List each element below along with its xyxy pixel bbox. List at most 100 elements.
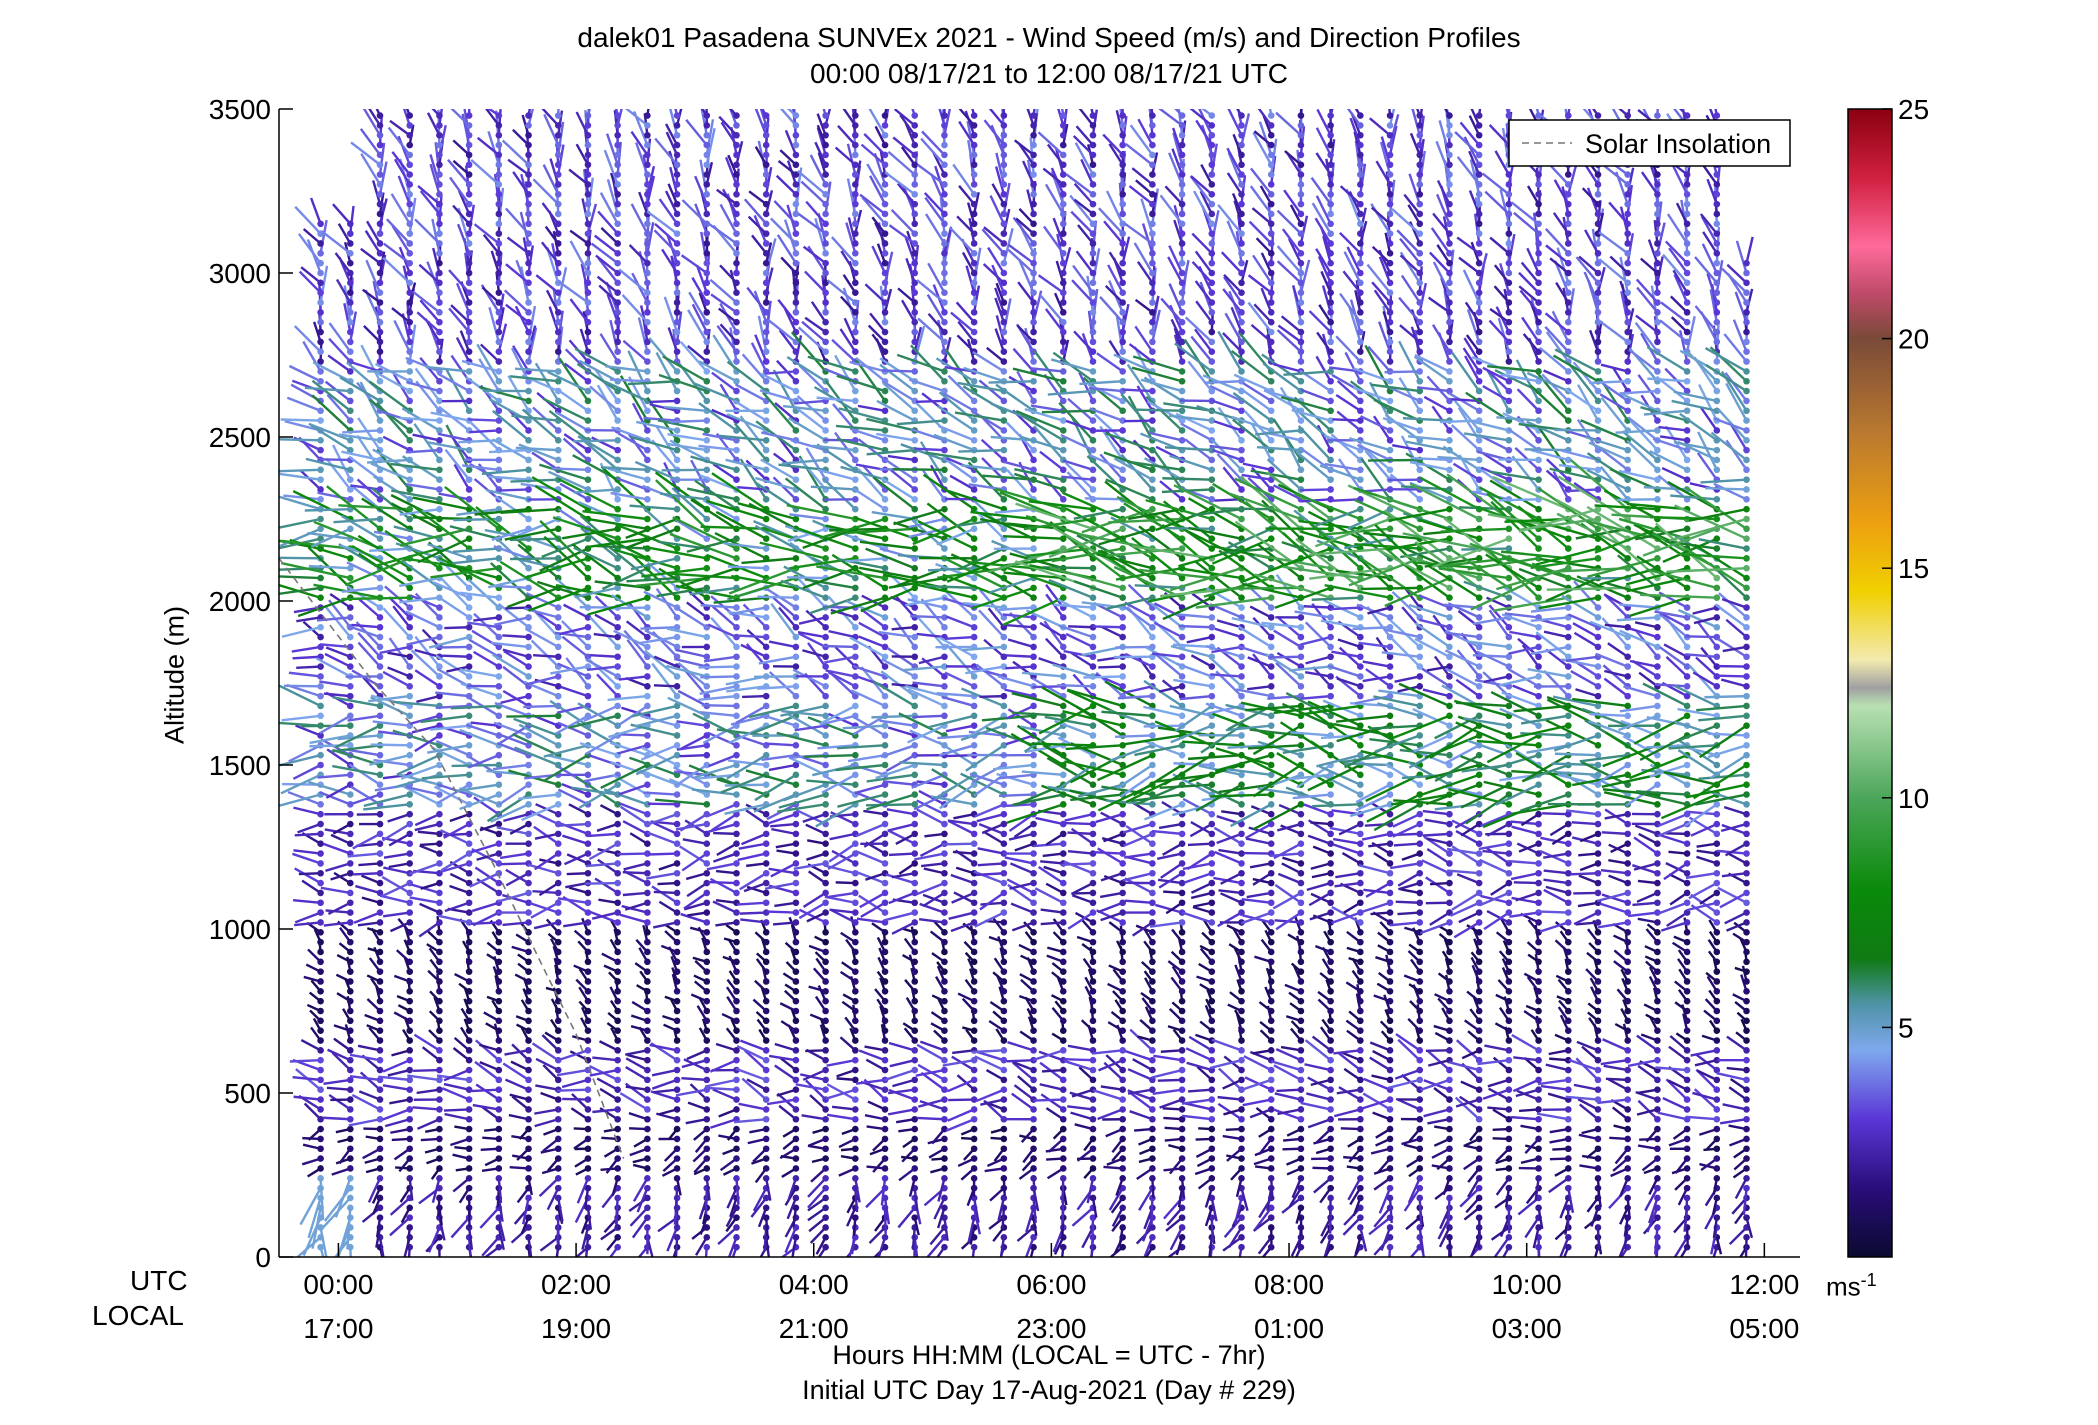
wind-barb-dot — [673, 1027, 681, 1034]
wind-barb-dot — [614, 948, 621, 956]
wind-barb-shaft — [328, 1093, 351, 1111]
wind-barb-dot — [554, 240, 562, 247]
wind-barb-dot — [852, 958, 859, 966]
wind-barb-dot — [703, 1007, 711, 1015]
wind-barb-dot — [584, 633, 592, 641]
wind-barb-dot — [525, 181, 532, 188]
wind-barb-dot — [852, 318, 859, 326]
wind-barb-dot — [762, 328, 770, 336]
wind-barb-dot — [465, 1125, 473, 1133]
wind-barb-shaft — [724, 783, 767, 787]
wind-barb-dot — [703, 141, 711, 149]
wind-barb-dot — [346, 407, 354, 415]
wind-barb-dot — [406, 122, 414, 129]
wind-barb-dot — [317, 318, 324, 326]
wind-barb-dot — [822, 1086, 829, 1094]
wind-barb-dot — [376, 771, 384, 779]
wind-barb-shaft — [341, 514, 381, 540]
wind-barb-dot — [733, 1174, 740, 1182]
wind-barb-dot — [644, 259, 651, 267]
wind-barb-shaft — [432, 247, 441, 274]
wind-barb-dot — [525, 309, 532, 316]
wind-barb-dot — [644, 978, 651, 985]
wind-barb-dot — [644, 1007, 651, 1015]
wind-barb-dot — [733, 820, 740, 828]
wind-barb-dot — [941, 545, 948, 552]
wind-barb-dot — [703, 1234, 711, 1241]
wind-barb-dot — [406, 397, 414, 405]
wind-barb-dot — [436, 614, 443, 621]
wind-barb-dot — [317, 830, 324, 838]
wind-barb-dot — [911, 810, 919, 818]
wind-barb-dot — [406, 200, 414, 208]
wind-barb-shaft — [443, 1068, 470, 1082]
wind-barb-dot — [436, 318, 443, 326]
wind-barb-dot — [376, 682, 384, 690]
wind-barb-dot — [673, 722, 681, 729]
wind-barb-dot — [465, 1096, 473, 1103]
wind-barb-dot — [644, 1017, 651, 1025]
wind-barb-dot — [881, 742, 889, 749]
wind-barb-shaft — [358, 552, 411, 589]
wind-barb-dot — [584, 948, 592, 956]
wind-barb-dot — [436, 279, 443, 287]
wind-barb-dot — [495, 151, 503, 159]
wind-barb-dot — [406, 1106, 414, 1113]
wind-barb-dot — [911, 653, 919, 661]
wind-barb-dot — [406, 978, 414, 985]
wind-barb-shaft — [467, 109, 471, 116]
wind-barb-shaft — [294, 867, 322, 885]
wind-barb-dot — [703, 909, 711, 916]
wind-barb-dot — [911, 1047, 919, 1054]
wind-barb-dot — [584, 968, 592, 975]
wind-barb-dot — [822, 427, 829, 434]
wind-barb-dot — [822, 1155, 829, 1162]
wind-barb-dot — [554, 1007, 562, 1015]
wind-barb-dot — [317, 633, 324, 641]
wind-barb-dot — [733, 623, 740, 631]
wind-barb-dot — [822, 1056, 829, 1064]
wind-barb-dot — [852, 1007, 859, 1015]
wind-barb-dot — [614, 328, 621, 336]
wind-barb-dot — [376, 279, 384, 287]
wind-barb-dot — [792, 515, 800, 523]
wind-barb-dot — [525, 1007, 532, 1015]
wind-barb-shaft — [279, 472, 321, 481]
wind-barb-dot — [733, 289, 740, 296]
wind-barb-dot — [881, 1096, 889, 1103]
wind-barb-dot — [584, 210, 592, 218]
wind-barb-dot — [346, 722, 354, 729]
wind-barb-dot — [525, 614, 532, 621]
wind-barb-dot — [703, 801, 711, 808]
wind-barb-dot — [495, 791, 503, 798]
wind-barb-dot — [852, 328, 859, 336]
wind-barb-dot — [762, 928, 770, 936]
wind-barb-dot — [792, 1135, 800, 1143]
wind-barb-dot — [852, 1165, 859, 1172]
wind-barb-dot — [911, 1007, 919, 1015]
wind-barb-dot — [703, 515, 711, 523]
wind-barb-dot — [852, 997, 859, 1005]
wind-barb-dot — [762, 1155, 770, 1162]
wind-barb-dot — [911, 879, 919, 887]
wind-barb-dot — [941, 466, 948, 474]
wind-barb-dot — [584, 417, 592, 424]
wind-barb-dot — [941, 1096, 948, 1103]
wind-barb-dot — [644, 112, 651, 119]
wind-barb-dot — [822, 712, 829, 720]
wind-barb-shaft — [412, 1106, 440, 1111]
wind-barb-dot — [644, 279, 651, 287]
wind-barb-dot — [644, 682, 651, 690]
wind-barb-dot — [673, 1007, 681, 1015]
wind-barb-shaft — [614, 1197, 619, 1225]
wind-barb-dot — [584, 958, 592, 966]
wind-barb-dot — [703, 1066, 711, 1074]
wind-barb-shaft — [369, 753, 410, 766]
wind-barb-shaft — [405, 610, 440, 629]
wind-barb-dot — [614, 820, 621, 828]
wind-barb-dot — [644, 122, 651, 129]
wind-barb-dot — [911, 299, 919, 306]
wind-barb-shaft — [388, 832, 411, 847]
wind-barb-dot — [495, 820, 503, 828]
wind-barb-dot — [465, 1037, 473, 1044]
